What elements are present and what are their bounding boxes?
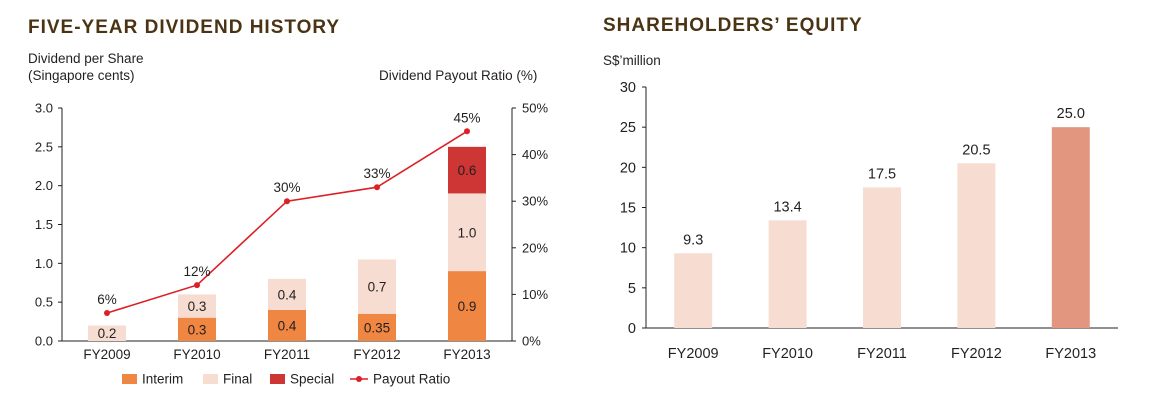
payout-ratio-label: 6%	[97, 292, 117, 307]
dividend-left-tick-label: 0.5	[35, 295, 53, 310]
equity-value-label: 25.0	[1057, 106, 1085, 122]
dividend-category-label: FY2013	[443, 347, 490, 362]
interim-bar	[448, 271, 486, 341]
equity-value-label: 17.5	[868, 166, 896, 182]
equity-y-axis-label: S$’million	[603, 53, 661, 68]
final-bar	[448, 193, 486, 272]
payout-ratio-label: 12%	[183, 264, 210, 279]
legend-label: Special	[290, 372, 334, 387]
legend-label: Interim	[142, 372, 183, 387]
equity-y-tick-label: 15	[620, 201, 636, 217]
final-bar	[358, 259, 396, 314]
equity-y-tick-label: 30	[620, 80, 636, 96]
equity-y-tick-label: 25	[620, 120, 636, 136]
equity-bar	[863, 187, 901, 328]
payout-ratio-label: 33%	[363, 166, 390, 181]
payout-ratio-point	[464, 128, 470, 135]
interim-bar	[358, 313, 396, 341]
payout-right-tick-label: 50%	[522, 101, 548, 116]
interim-value-label: 0.4	[278, 318, 297, 333]
dividend-y-axis-label-line1: Dividend per Share	[28, 51, 144, 66]
equity-y-tick-label: 5	[628, 281, 636, 297]
equity-bar	[768, 220, 807, 328]
special-value-label: 0.6	[458, 163, 477, 178]
dividend-category-label: FY2012	[353, 347, 400, 362]
payout-ratio-point	[104, 310, 110, 317]
interim-value-label: 0.9	[458, 299, 477, 314]
dividend-category-label: FY2010	[173, 347, 220, 362]
payout-right-tick-label: 30%	[522, 194, 548, 209]
interim-value-label: 0.3	[188, 322, 207, 337]
final-bar	[88, 325, 126, 341]
dividend-left-tick-label: 3.0	[35, 101, 53, 116]
special-bar	[448, 146, 486, 194]
equity-value-label: 20.5	[962, 142, 990, 158]
equity-category-label: FY2013	[1045, 346, 1096, 362]
payout-right-tick-label: 20%	[522, 240, 548, 255]
equity-bar	[1051, 127, 1090, 329]
payout-ratio-point	[284, 198, 290, 205]
equity-chart-title: SHAREHOLDERS’ EQUITY	[603, 15, 863, 36]
final-bar	[268, 278, 306, 310]
final-value-label: 1.0	[458, 225, 477, 240]
equity-category-label: FY2009	[668, 346, 719, 362]
dividend-category-label: FY2009	[83, 347, 130, 362]
equity-value-label: 9.3	[683, 232, 703, 248]
legend-swatch	[122, 374, 137, 384]
equity-y-tick-label: 0	[628, 321, 636, 337]
final-value-label: 0.7	[368, 280, 387, 295]
legend-swatch-marker	[356, 376, 362, 382]
payout-ratio-label: 30%	[273, 180, 300, 195]
interim-value-label: 0.35	[364, 320, 390, 335]
dividend-left-tick-label: 2.5	[35, 139, 53, 154]
dividend-left-tick-label: 0.0	[35, 334, 53, 349]
equity-value-label: 13.4	[773, 199, 801, 215]
payout-ratio-label: 45%	[453, 110, 480, 125]
equity-bar	[957, 163, 996, 328]
legend-swatch	[203, 374, 218, 384]
interim-bar	[268, 309, 306, 341]
dividend-left-tick-label: 2.0	[35, 178, 53, 193]
payout-ratio-point	[374, 184, 380, 191]
dividend-category-label: FY2011	[264, 347, 310, 362]
equity-y-tick-label: 10	[620, 241, 636, 257]
payout-right-tick-label: 10%	[522, 287, 548, 302]
interim-bar	[178, 317, 216, 341]
equity-y-tick-label: 20	[620, 160, 636, 176]
dividend-y-axis-label-line2: (Singapore cents)	[28, 68, 135, 83]
payout-y-axis-label: Dividend Payout Ratio (%)	[379, 68, 538, 83]
equity-category-label: FY2012	[951, 346, 1002, 362]
payout-right-tick-label: 0%	[522, 334, 541, 349]
equity-category-label: FY2010	[762, 346, 813, 362]
final-bar	[178, 294, 216, 318]
dividend-left-tick-label: 1.5	[35, 217, 53, 232]
legend-label: Payout Ratio	[373, 372, 450, 387]
payout-ratio-point	[194, 282, 200, 289]
legend-swatch	[270, 374, 285, 384]
payout-right-tick-label: 40%	[522, 147, 548, 162]
equity-bar	[674, 253, 713, 328]
final-value-label: 0.4	[278, 287, 297, 302]
legend-label: Final	[223, 372, 252, 387]
dividend-chart-title: FIVE-YEAR DIVIDEND HISTORY	[28, 17, 341, 38]
final-value-label: 0.2	[98, 326, 117, 341]
dividend-left-tick-label: 1.0	[35, 256, 53, 271]
equity-category-label: FY2011	[857, 346, 907, 362]
final-value-label: 0.3	[188, 299, 207, 314]
